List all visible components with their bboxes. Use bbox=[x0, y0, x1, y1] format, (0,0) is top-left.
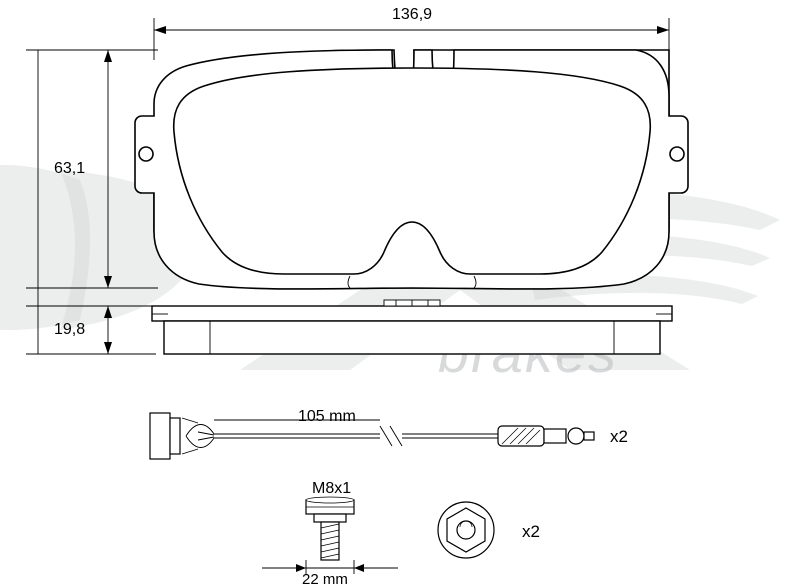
brake-pad-side bbox=[152, 300, 672, 354]
dim-bolt-width-label: 22 mm bbox=[302, 571, 348, 584]
qty-bolt-label: x2 bbox=[522, 522, 540, 542]
drawing-stage bbox=[0, 0, 786, 584]
brake-pad-face bbox=[135, 50, 688, 289]
dim-thickness bbox=[104, 306, 112, 354]
dim-height-label: 63,1 bbox=[54, 160, 85, 178]
bolt-side bbox=[306, 497, 354, 560]
dim-bolt-thread-label: M8x1 bbox=[312, 480, 351, 498]
dim-width-label: 136,9 bbox=[392, 6, 432, 24]
dim-sensor-length-label: 105 mm bbox=[298, 408, 356, 426]
dim-thickness-label: 19,8 bbox=[54, 321, 85, 339]
qty-sensor-label: x2 bbox=[610, 427, 628, 447]
bolt-hex bbox=[438, 502, 494, 558]
dim-height bbox=[104, 50, 112, 288]
